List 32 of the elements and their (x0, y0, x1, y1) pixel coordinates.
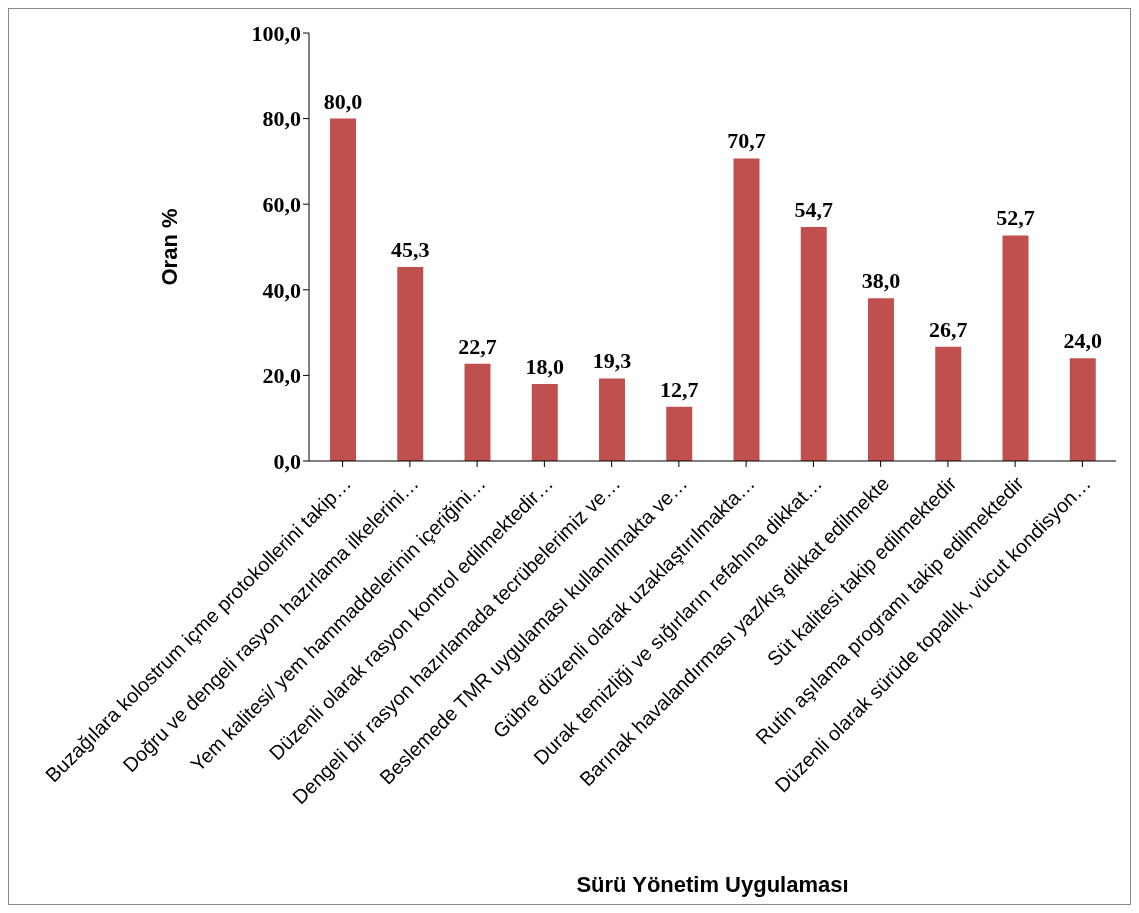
y-tick-label: 0,0 (273, 448, 301, 474)
bar (397, 267, 424, 461)
x-axis-title: Sürü Yönetim Uygulaması (576, 872, 849, 897)
bar (1002, 235, 1029, 461)
data-label: 19,3 (592, 348, 632, 374)
y-tick-label: 60,0 (262, 192, 301, 218)
y-tick-label: 40,0 (262, 277, 301, 303)
bar (733, 158, 760, 461)
data-label: 52,7 (996, 205, 1035, 231)
bar (599, 378, 625, 461)
bar (330, 118, 356, 461)
data-label: 18,0 (525, 353, 564, 379)
bar (868, 298, 894, 461)
data-label: 38,0 (861, 268, 901, 294)
bar (666, 406, 693, 461)
bar (800, 226, 827, 461)
y-tick-label: 20,0 (262, 363, 301, 389)
y-tick-label: 80,0 (262, 106, 301, 132)
data-label: 70,7 (727, 128, 766, 154)
bar (531, 383, 558, 461)
data-label: 22,7 (458, 333, 497, 359)
data-label: 54,7 (794, 196, 833, 222)
data-label: 12,7 (660, 376, 699, 402)
y-axis-title: Oran % (156, 208, 182, 286)
bar (935, 346, 962, 461)
data-label: 26,7 (929, 316, 968, 342)
y-tick-label: 100,0 (251, 20, 301, 46)
bar (1069, 358, 1096, 461)
data-label: 24,0 (1063, 328, 1102, 354)
bar (464, 363, 491, 461)
data-label: 80,0 (323, 88, 363, 114)
data-label: 45,3 (391, 237, 430, 263)
